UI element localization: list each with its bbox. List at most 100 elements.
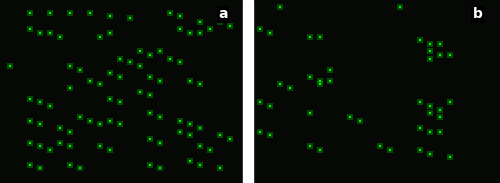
Point <box>106 149 114 152</box>
Point <box>186 79 194 82</box>
Point <box>416 127 424 130</box>
Point <box>66 11 74 14</box>
Point <box>56 127 64 130</box>
Point <box>106 72 114 75</box>
Point <box>276 6 284 9</box>
Point <box>186 160 194 163</box>
Point <box>436 42 444 45</box>
Point <box>36 123 44 126</box>
Point <box>306 112 314 115</box>
Point <box>426 130 434 133</box>
Point <box>256 130 264 133</box>
Point <box>96 83 104 86</box>
Point <box>266 134 274 137</box>
Point <box>146 138 154 141</box>
Point <box>66 86 74 89</box>
Point <box>266 105 274 108</box>
Point <box>96 145 104 148</box>
Point <box>116 101 124 104</box>
Point <box>46 31 54 34</box>
Point <box>416 101 424 104</box>
Point <box>106 149 114 152</box>
Point <box>66 130 74 133</box>
Point <box>306 75 314 78</box>
Point <box>426 57 434 60</box>
Point <box>166 11 174 14</box>
Point <box>266 134 274 137</box>
Point <box>156 50 164 53</box>
Point <box>416 39 424 42</box>
Point <box>26 11 34 14</box>
Point <box>136 64 144 67</box>
Point <box>146 53 154 56</box>
Point <box>426 42 434 45</box>
Point <box>106 97 114 100</box>
Point <box>206 149 214 152</box>
Point <box>26 141 34 144</box>
Point <box>86 11 94 14</box>
Point <box>176 28 184 31</box>
Point <box>46 105 54 108</box>
Point <box>416 149 424 152</box>
Point <box>96 35 104 38</box>
Point <box>446 156 454 159</box>
Point <box>176 15 184 18</box>
Point <box>286 86 294 89</box>
Point <box>306 35 314 38</box>
Point <box>66 86 74 89</box>
Point <box>26 163 34 166</box>
Point <box>276 6 284 9</box>
Point <box>66 64 74 67</box>
Point <box>146 163 154 166</box>
Point <box>306 145 314 148</box>
Point <box>436 53 444 56</box>
Point <box>106 119 114 122</box>
Point <box>436 130 444 133</box>
Point <box>176 130 184 133</box>
Point <box>396 6 404 9</box>
Point <box>146 112 154 115</box>
Point <box>36 145 44 148</box>
Point <box>156 50 164 53</box>
Point <box>346 116 354 119</box>
Point <box>146 94 154 97</box>
Point <box>316 149 324 152</box>
Point <box>426 105 434 108</box>
Point <box>426 152 434 155</box>
Point <box>196 31 204 34</box>
Bar <box>0 0 243 183</box>
Point <box>316 79 324 82</box>
Point <box>436 108 444 111</box>
Point <box>266 31 274 34</box>
Point <box>26 141 34 144</box>
Point <box>136 50 144 53</box>
Point <box>416 127 424 130</box>
Point <box>86 79 94 82</box>
Point <box>426 105 434 108</box>
Point <box>196 145 204 148</box>
Point <box>146 163 154 166</box>
Point <box>76 167 84 170</box>
Point <box>426 50 434 53</box>
Point <box>106 72 114 75</box>
Point <box>96 83 104 86</box>
Point <box>256 28 264 31</box>
Point <box>126 61 134 64</box>
Point <box>446 156 454 159</box>
Point <box>186 160 194 163</box>
Point <box>176 15 184 18</box>
Point <box>266 31 274 34</box>
Point <box>356 119 364 122</box>
Point <box>446 101 454 104</box>
Point <box>326 79 334 82</box>
Point <box>316 83 324 86</box>
Point <box>426 42 434 45</box>
Point <box>446 53 454 56</box>
Point <box>196 163 204 166</box>
Point <box>46 11 54 14</box>
Point <box>176 130 184 133</box>
Point <box>446 53 454 56</box>
Point <box>46 11 54 14</box>
Point <box>276 83 284 86</box>
Point <box>26 11 34 14</box>
